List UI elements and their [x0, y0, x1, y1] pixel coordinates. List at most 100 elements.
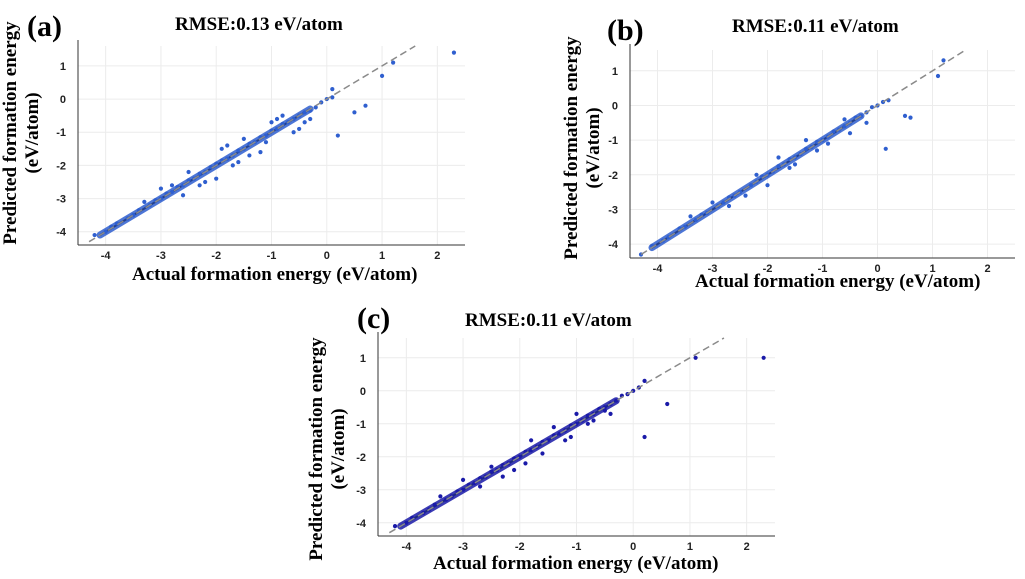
panel-label-b: (b) — [607, 14, 644, 47]
data-point — [831, 129, 836, 134]
data-point — [776, 164, 781, 169]
data-point — [585, 413, 590, 418]
y-tick-label: -2 — [56, 160, 66, 172]
data-point — [330, 87, 335, 92]
data-point — [241, 136, 246, 141]
data-point — [614, 398, 619, 403]
x-tick-label: -2 — [515, 541, 525, 553]
data-point — [451, 50, 457, 55]
y-tick-label: -2 — [356, 452, 366, 464]
x-tick-label: -1 — [572, 541, 582, 553]
data-point — [523, 461, 528, 466]
y-tick-label: 1 — [612, 66, 618, 78]
x-axis-label-b: Actual formation energy (eV/atom) — [695, 271, 981, 292]
data-point — [258, 150, 263, 155]
y-tick-label: 1 — [60, 61, 66, 73]
data-point — [941, 58, 946, 63]
data-point — [814, 148, 820, 153]
data-point — [529, 438, 534, 443]
data-point — [665, 401, 670, 407]
data-point — [602, 408, 607, 413]
x-axis-label-c: Actual formation energy (eV/atom) — [433, 553, 719, 574]
parity-line — [388, 337, 725, 534]
data-point — [803, 146, 809, 151]
data-point — [391, 60, 396, 65]
chart-title-c: RMSE:0.11 eV/atom — [465, 310, 632, 331]
data-point — [180, 193, 186, 198]
y-tick-label: -1 — [608, 135, 618, 147]
data-point — [379, 73, 385, 78]
data-point — [688, 214, 693, 219]
data-point — [935, 73, 941, 79]
y-tick-label: -2 — [608, 170, 618, 182]
data-point — [352, 110, 357, 115]
y-tick-label: -3 — [356, 485, 366, 497]
scatter-plot-c: -4 -3 -2 -1 0 1 2 -4 -3 -2 -1 0 1 — [356, 332, 775, 553]
x-tick-label: -1 — [818, 263, 828, 275]
data-point — [302, 110, 307, 115]
data-point — [642, 434, 647, 440]
data-point — [864, 120, 869, 125]
data-point — [302, 120, 307, 125]
data-point — [489, 464, 494, 469]
data-point — [477, 476, 483, 481]
data-point — [269, 120, 274, 125]
x-tick-label: -4 — [653, 263, 664, 275]
data-point — [158, 186, 164, 191]
data-point — [197, 183, 202, 188]
x-tick-label: 2 — [434, 250, 440, 262]
data-point — [825, 141, 831, 146]
data-point — [308, 116, 313, 122]
data-point — [291, 130, 296, 135]
x-tick-label: -1 — [267, 250, 277, 262]
x-tick-label: 0 — [324, 250, 330, 262]
data-point — [693, 355, 698, 360]
data-point — [869, 105, 875, 110]
data-point — [330, 95, 335, 100]
data-point — [743, 193, 748, 198]
data-point — [363, 103, 368, 108]
data-point — [608, 411, 613, 416]
data-point — [568, 434, 573, 440]
data-point — [842, 117, 847, 122]
data-point — [787, 165, 792, 170]
chart-panel-c: (c) RMSE:0.11 eV/atom Predicted formatio… — [300, 300, 800, 574]
x-tick-label: 2 — [744, 541, 750, 553]
data-point — [219, 146, 224, 151]
data-point — [404, 520, 409, 525]
x-axis-label-a: Actual formation energy (eV/atom) — [132, 264, 418, 285]
data-point — [847, 131, 853, 136]
data-point — [335, 133, 340, 138]
data-point — [883, 146, 888, 151]
data-point — [460, 477, 466, 482]
x-tick-label: -4 — [101, 250, 112, 262]
data-point — [500, 474, 505, 479]
data-point — [247, 153, 252, 158]
chart-panel-b: (b) RMSE:0.11 eV/atom Predicted formatio… — [545, 0, 1025, 300]
x-tick-label: -3 — [458, 541, 468, 553]
scatter-plot-b: -4 -3 -2 -1 0 1 2 -4 -3 -2 -1 0 1 — [608, 44, 1015, 275]
data-point — [280, 113, 285, 118]
x-tick-label: -3 — [156, 250, 166, 262]
data-point — [512, 467, 517, 473]
x-tick-label: 1 — [687, 541, 693, 553]
data-point — [477, 484, 483, 489]
y-tick-label: 0 — [60, 94, 66, 106]
data-point — [432, 502, 437, 507]
parity-line — [88, 45, 416, 243]
data-point — [92, 232, 97, 238]
data-point — [313, 105, 318, 110]
y-tick-label: -1 — [56, 127, 66, 139]
data-point — [574, 411, 579, 416]
data-point — [710, 200, 715, 205]
data-point — [236, 148, 241, 153]
data-point — [551, 425, 556, 430]
chart-panel-a: (a) RMSE:0.13 eV/atom Predicted formatio… — [0, 0, 510, 290]
data-point — [754, 172, 759, 177]
x-tick-label: -2 — [763, 263, 773, 275]
data-point — [563, 438, 568, 443]
data-point — [585, 421, 590, 426]
x-tick-label: 1 — [379, 250, 385, 262]
y-tick-label: 0 — [360, 386, 366, 398]
data-point — [230, 163, 235, 168]
